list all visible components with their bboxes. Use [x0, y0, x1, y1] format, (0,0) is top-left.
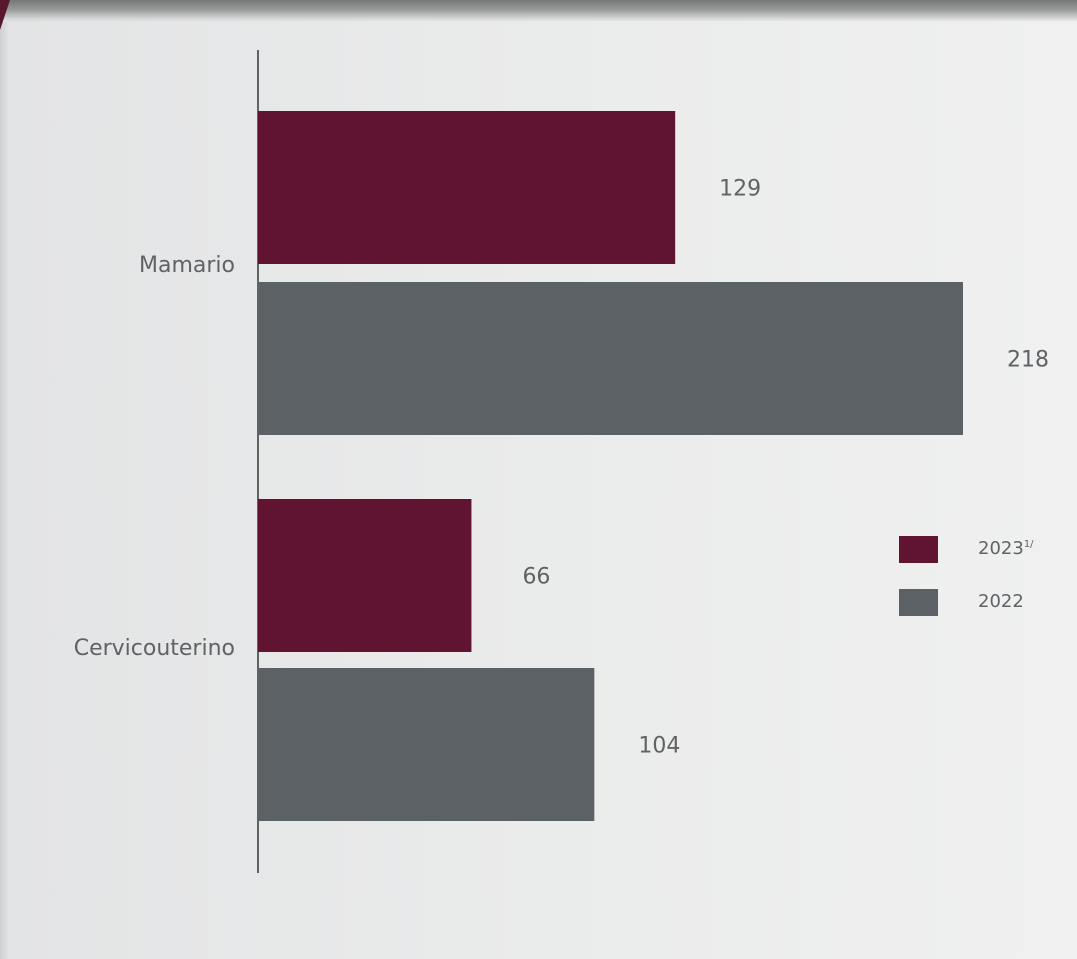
value-label-mamario-2023: 129	[719, 177, 761, 202]
legend-swatch-2023	[899, 536, 938, 563]
legend-footnote-marker: 1/	[1024, 539, 1034, 550]
value-label-cervicouterino-2022: 104	[638, 734, 680, 759]
bar-mamario-2023	[258, 111, 676, 264]
left-edge-strip	[0, 22, 8, 959]
value-label-mamario-2022: 218	[1007, 348, 1049, 373]
legend-label-2022: 2022	[978, 591, 1024, 612]
legend-swatch-2022	[899, 589, 938, 616]
bars-layer	[258, 111, 963, 821]
legend-label-2023: 20231/	[978, 538, 1034, 559]
value-label-cervicouterino-2023: 66	[522, 565, 550, 590]
category-label-mamario: Mamario	[139, 253, 235, 278]
bar-cervicouterino-2022	[258, 668, 595, 821]
top-shadow-band	[0, 0, 1077, 22]
bar-cervicouterino-2023	[258, 499, 472, 652]
corner-accent	[0, 0, 10, 30]
category-label-cervicouterino: Cervicouterino	[74, 636, 235, 661]
bar-mamario-2022	[258, 282, 963, 435]
labels-layer: Mamario Cervicouterino 129 66 218 104	[74, 177, 1049, 759]
legend: 20231/ 2022	[899, 536, 1034, 616]
